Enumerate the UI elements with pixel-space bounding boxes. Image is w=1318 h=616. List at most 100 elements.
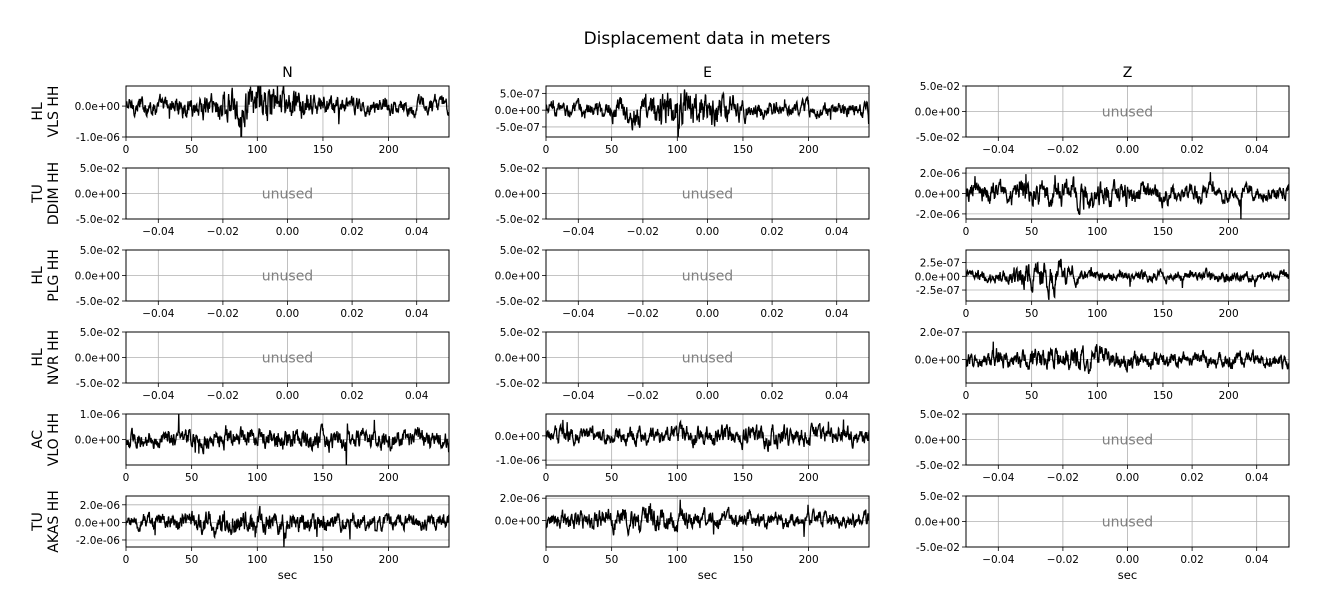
row-network-label: HL	[30, 348, 46, 367]
x-tick-label: 0.02	[340, 308, 363, 320]
x-tick-label: 200	[379, 472, 399, 484]
panel-r4-c1: 0 50 100 150 200 -1.0e-06 0.0e+00	[495, 413, 870, 484]
x-tick-label: 0.04	[825, 226, 849, 238]
panel-r0-c1: 0 50 100 150 200 -5.0e-07 0.0e+00 5.0e-07	[495, 85, 870, 156]
row-station-label: AKAS HH	[46, 490, 62, 552]
panel-r0-c0: 0 50 100 150 200 -1.0e-06 0.0e+00	[75, 85, 450, 156]
trace-line	[126, 86, 449, 137]
axes-frame	[965, 249, 1290, 302]
x-tick-label: 50	[605, 472, 618, 484]
unused-label: unused	[1102, 515, 1153, 531]
y-tick-label: 2.0e-06	[920, 168, 961, 180]
y-tick-label: -5.0e-02	[916, 542, 960, 554]
x-tick-label: 0	[123, 472, 130, 484]
figure-title: Displacement data in meters	[584, 29, 831, 49]
panel-r2-c2: 0 50 100 150 200 -2.5e-07 0.0e+002.5e-07	[915, 249, 1290, 320]
y-tick-label: 5.0e-02	[920, 491, 960, 503]
x-tick-label: −0.04	[142, 308, 174, 320]
x-tick-label: 150	[1153, 226, 1173, 238]
y-tick-label: 5.0e-02	[80, 163, 120, 175]
panel-r5-c2: unused −0.04 −0.02 0.00 0.02 0.04 -5.0e-02 0.0e…	[915, 491, 1290, 582]
trace-line	[966, 341, 1289, 374]
row-station-label: VLS HH	[46, 86, 62, 138]
y-tick-label: 0.0e+00	[915, 517, 960, 529]
x-tick-label: 200	[799, 144, 819, 156]
x-tick-label: −0.04	[982, 144, 1014, 156]
x-tick-label: 0.04	[825, 308, 849, 320]
x-tick-label: 150	[1153, 390, 1173, 402]
unused-label: unused	[1102, 105, 1153, 121]
y-tick-label: 2.5e-07	[920, 258, 960, 270]
x-tick-label: 200	[799, 472, 819, 484]
x-tick-label: 150	[1153, 308, 1173, 320]
y-tick-label: 0.0e+00	[75, 271, 120, 283]
unused-label: unused	[1102, 433, 1153, 449]
x-tick-label: 50	[185, 144, 198, 156]
x-tick-label: 0.02	[760, 390, 783, 402]
row-label-2: HL PLG HH	[30, 249, 62, 302]
x-tick-label: 100	[247, 472, 267, 484]
panel-r0-c2: unused −0.04 −0.02 0.00 0.02 0.04 -5.0e-02 0.0e…	[915, 81, 1290, 156]
row-label-1: TU DDIM HH	[30, 162, 62, 225]
x-tick-label: 0.02	[340, 226, 363, 238]
x-tick-label: −0.04	[982, 472, 1014, 484]
y-tick-label: 5.0e-02	[920, 81, 960, 93]
x-tick-label: 100	[1087, 226, 1107, 238]
x-tick-label: 100	[1087, 390, 1107, 402]
y-tick-label: 0.0e+00	[75, 353, 120, 365]
panel-r3-c2: 0 50 100 150 200 0.0e+00 2.0e-07	[915, 327, 1290, 402]
trace-line	[126, 505, 449, 547]
x-tick-label: 0.00	[1116, 144, 1139, 156]
y-tick-label: 2.0e-07	[920, 327, 960, 339]
trace-line	[966, 258, 1289, 301]
x-tick-label: 0.00	[1116, 554, 1139, 566]
x-axis-label: sec	[278, 568, 297, 582]
x-tick-label: −0.02	[1047, 554, 1079, 566]
x-tick-label: 0.04	[1245, 144, 1269, 156]
x-tick-label: 50	[1025, 390, 1038, 402]
x-tick-label: 200	[1219, 308, 1239, 320]
axes-frame	[545, 413, 870, 466]
x-tick-label: 150	[313, 472, 333, 484]
y-tick-label: 5.0e-02	[500, 245, 540, 257]
x-tick-label: 150	[733, 472, 753, 484]
row-label-4: AC VLO HH	[30, 413, 62, 466]
y-tick-label: 2.0e-06	[80, 500, 121, 512]
row-label-5: TU AKAS HH	[30, 490, 62, 552]
x-tick-label: 100	[667, 472, 687, 484]
x-tick-label: 0.00	[1116, 472, 1139, 484]
x-tick-label: 100	[667, 554, 687, 566]
x-tick-label: −0.04	[562, 308, 594, 320]
x-tick-label: −0.04	[142, 390, 174, 402]
x-tick-label: 100	[1087, 308, 1107, 320]
axes-frame	[965, 331, 1290, 384]
y-tick-label: -5.0e-02	[76, 378, 120, 390]
x-tick-label: 200	[379, 144, 399, 156]
unused-label: unused	[262, 351, 313, 367]
x-tick-label: −0.02	[627, 226, 659, 238]
y-tick-label: 5.0e-02	[500, 163, 540, 175]
row-network-label: TU	[30, 512, 46, 532]
unused-label: unused	[682, 351, 733, 367]
x-tick-label: 0.00	[276, 390, 299, 402]
x-tick-label: 100	[247, 144, 267, 156]
y-tick-label: 0.0e+00	[495, 431, 540, 443]
x-tick-label: 0.02	[1180, 144, 1203, 156]
y-tick-label: 0.0e+00	[915, 271, 960, 283]
x-tick-label: 0.02	[1180, 472, 1203, 484]
x-tick-label: 50	[185, 554, 198, 566]
x-axis-label: sec	[698, 568, 717, 582]
x-tick-label: −0.02	[1047, 144, 1079, 156]
x-tick-label: −0.04	[562, 226, 594, 238]
x-tick-label: 0.04	[405, 226, 429, 238]
y-tick-label: -2.5e-07	[916, 285, 960, 297]
y-tick-label: -5.0e-02	[496, 296, 540, 308]
x-tick-label: −0.02	[207, 308, 239, 320]
y-tick-label: 0.0e+00	[495, 515, 540, 527]
column-title-z: Z	[1123, 65, 1133, 81]
unused-label: unused	[262, 187, 313, 203]
x-tick-label: 0.04	[1245, 554, 1269, 566]
x-tick-label: 50	[1025, 308, 1038, 320]
